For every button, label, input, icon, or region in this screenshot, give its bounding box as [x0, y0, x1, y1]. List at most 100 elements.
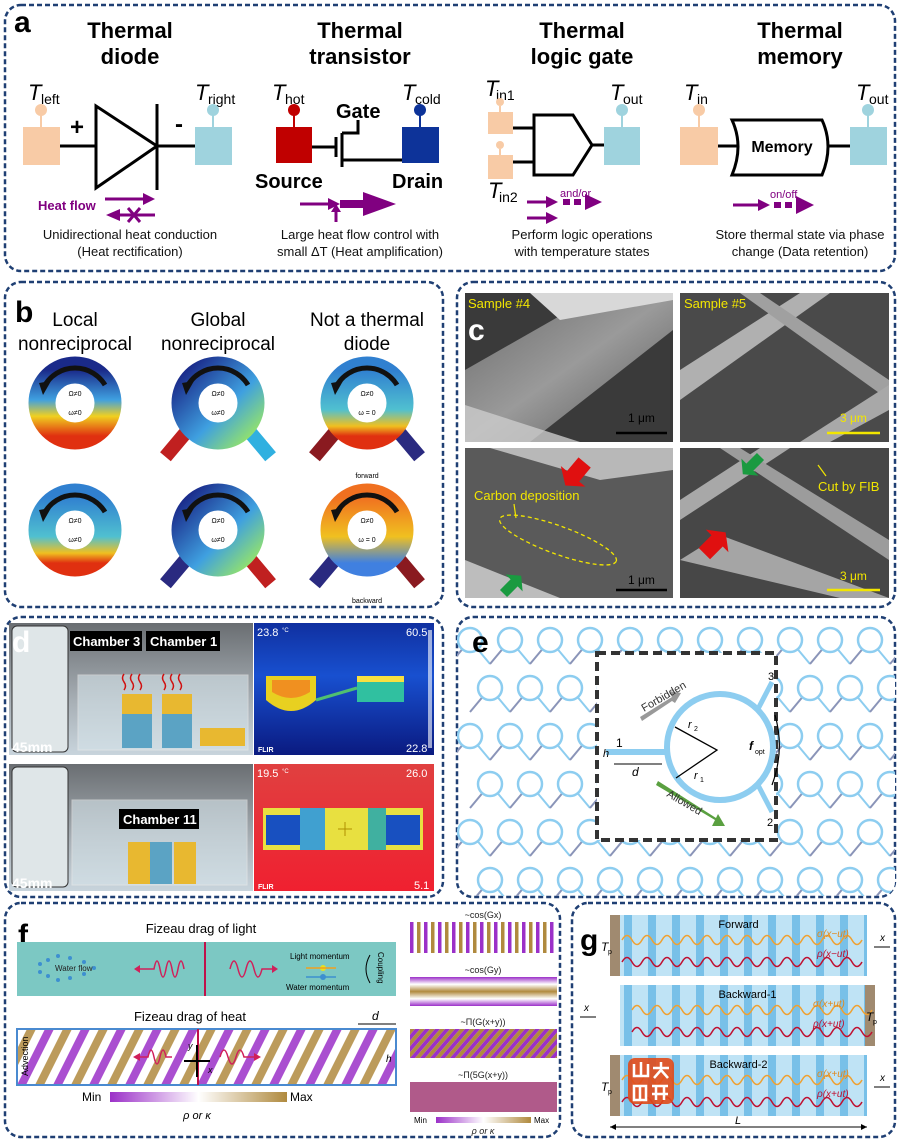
strip-cos-gx	[410, 922, 554, 953]
stripe	[420, 1029, 450, 1058]
output-reservoir	[604, 127, 640, 165]
top-scale-max: 60.5	[406, 627, 427, 639]
hot-reservoir	[23, 127, 60, 165]
length-label: L	[735, 1115, 741, 1127]
forward-arrow-icon	[105, 193, 155, 205]
lattice-ring	[516, 866, 544, 894]
omega-small-label: ω≠0	[68, 410, 81, 417]
h-label: h	[603, 748, 609, 760]
green-arrow-icon	[499, 574, 523, 598]
stripe	[143, 1029, 180, 1085]
lattice-ring	[556, 770, 584, 798]
stripe	[536, 922, 540, 953]
stripe	[522, 922, 526, 953]
omega-small-label: ω≠0	[211, 410, 224, 417]
strip-label-1: ~cos(Gx)	[465, 910, 502, 920]
forward-wave-icon	[229, 960, 272, 978]
stripe	[475, 1029, 505, 1058]
lattice-ring	[736, 626, 764, 654]
lattice-ring	[457, 818, 484, 846]
strip-pi-5g	[410, 1082, 557, 1112]
stripe	[473, 922, 477, 953]
stripe	[530, 1029, 557, 1058]
lattice-ring	[876, 770, 895, 798]
lattice-ring	[516, 674, 544, 702]
thermal-diode: Thermal diode T left + - T right Heat fl…	[23, 18, 235, 259]
stripe	[466, 922, 470, 953]
scale-45mm-top: 45mm	[12, 739, 52, 755]
scale-3um-top: 3 μm	[840, 411, 867, 425]
chamber-3-label: Chamber 3	[73, 634, 140, 649]
t-hot-sub: hot	[285, 91, 305, 107]
chamber-1-label: Chamber 1	[150, 634, 217, 649]
forward-label: forward	[355, 473, 378, 480]
on-off-label: on/off	[770, 189, 798, 201]
omega-small-label: ω = 0	[358, 537, 375, 544]
stripe	[161, 1029, 198, 1085]
sem-image-top-right	[680, 293, 889, 442]
backward-wave-icon	[140, 1049, 172, 1065]
phone-image	[11, 625, 69, 753]
transistor-title-1: Thermal	[317, 18, 403, 43]
r2-sub: 2	[694, 726, 698, 733]
stripe	[495, 1029, 525, 1058]
unit-cell-box	[595, 651, 778, 842]
lattice-ring	[816, 818, 844, 846]
x-label: x	[583, 1003, 590, 1014]
sigma-label: σ(x+ut)	[817, 1069, 849, 1080]
omega-label: Ω≠0	[69, 391, 82, 398]
r1-sub: 1	[700, 777, 704, 784]
stripe	[508, 922, 512, 953]
f-opt-label: f	[749, 739, 754, 753]
arrowhead	[182, 508, 194, 522]
stripe	[459, 922, 463, 953]
t-hot-symbol: T	[272, 80, 287, 105]
memory-flow-arrow-icon	[733, 196, 814, 214]
stripe	[410, 1029, 425, 1047]
column-title: nonreciprocal	[18, 334, 132, 355]
wave-rows: Forward σ(x−ut) ρ(x−ut) T p x Backward-1 σ(x+ut…	[580, 915, 890, 1116]
amplified-flow-arrow-icon	[300, 192, 396, 222]
top-scale-min: 22.8	[406, 743, 427, 755]
sample-5-label: Sample #5	[684, 296, 746, 311]
lattice-ring	[716, 866, 744, 894]
stripe	[550, 1049, 557, 1058]
memory-title-2: memory	[757, 44, 843, 69]
thermometer-bulb-icon	[35, 104, 47, 116]
omega-label: Ω≠0	[361, 391, 374, 398]
tp-symbol: T	[601, 1080, 610, 1094]
lattice-ring	[476, 866, 504, 894]
lattice-ring	[776, 722, 804, 750]
photo-chambers-bottom	[9, 764, 253, 891]
port-2-label: 2	[767, 817, 773, 829]
panel-g-label: g	[580, 924, 598, 957]
watermark-logo	[628, 1058, 674, 1104]
arrowhead	[331, 381, 343, 395]
stripe	[435, 1029, 465, 1058]
output-reservoir	[850, 127, 887, 165]
stripe	[535, 1032, 557, 1058]
stripe	[17, 1029, 36, 1067]
memory-block-symbol	[718, 118, 850, 177]
bottom-scale-min: 5.1	[414, 880, 429, 892]
stripe	[430, 1029, 460, 1058]
row-title: Backward-2	[709, 1059, 767, 1071]
omega-label: Ω≠0	[361, 518, 374, 525]
lattice-ring	[816, 626, 844, 654]
thermometer-bulb-icon	[288, 104, 300, 116]
stripe	[494, 922, 498, 953]
input-1-reservoir	[488, 112, 513, 134]
omega-small-label: ω≠0	[68, 537, 81, 544]
sigma-wave	[631, 1004, 873, 1016]
port-2-waveguide	[755, 783, 775, 814]
t-out-sub: out	[623, 91, 643, 107]
red-arrow-icon	[698, 529, 729, 560]
stripe	[545, 1044, 557, 1058]
rho-wave	[621, 956, 863, 968]
stripe	[555, 1055, 557, 1058]
carbon-deposition-label: Carbon deposition	[474, 488, 580, 503]
t-in-sub: in	[697, 91, 708, 107]
diode-desc-2: (Heat rectification)	[77, 244, 182, 259]
water-momentum-label: Water momentum	[286, 983, 350, 992]
